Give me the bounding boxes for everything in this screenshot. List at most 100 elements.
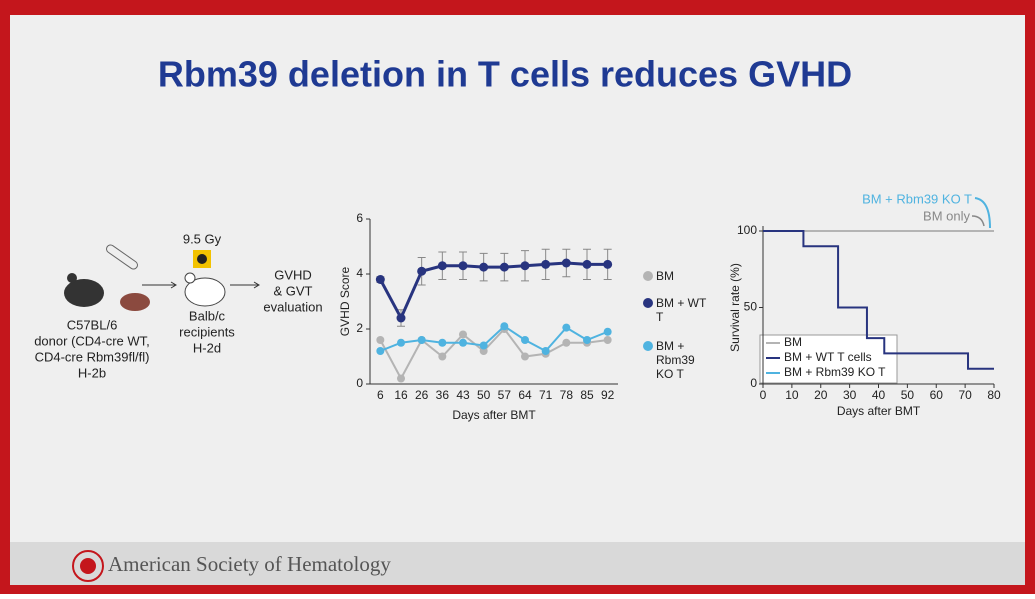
legend-label: BM + WT T cells [784,350,872,364]
outcome-label: evaluation [263,299,322,314]
recipient-label: Balb/c [189,308,226,323]
annotation: BM only [923,208,970,223]
donor-label: C57BL/6 [67,317,118,332]
donor-label: donor (CD4-cre WT, [34,333,150,348]
data-point [376,336,385,344]
radiation-icon [197,254,207,264]
data-point [397,374,405,383]
legend-marker [643,341,653,351]
data-point [459,330,467,339]
data-point [520,261,530,271]
recipient-label: H-2d [193,340,221,355]
arrow [170,281,177,289]
x-tick-label: 40 [872,388,886,402]
y-axis-label: GVHD Score [338,267,352,337]
data-point [375,275,385,284]
data-point [397,338,405,347]
data-point [582,259,592,269]
x-tick-label: 80 [987,388,1001,402]
y-tick-label: 50 [744,300,758,314]
x-tick-label: 50 [477,388,491,402]
data-point [521,336,529,344]
y-tick-label: 0 [750,376,757,390]
slide-title: Rbm39 deletion in T cells reduces GVHD [158,54,852,95]
data-point [561,258,571,268]
data-point [562,338,571,347]
data-point [417,336,426,344]
y-tick-label: 100 [737,223,757,237]
x-tick-label: 70 [958,388,972,402]
bone [106,244,138,270]
donor-mouse [67,273,77,283]
data-point [479,262,489,272]
x-tick-label: 10 [785,388,799,402]
x-axis-label: Days after BMT [837,404,921,418]
legend-label: BM + Rbm39 KO T [656,339,695,381]
x-tick-label: 64 [518,388,532,402]
legend-marker [643,271,653,281]
donor-mouse [64,279,104,307]
x-tick-label: 78 [560,388,574,402]
x-tick-label: 43 [456,388,470,402]
x-tick-label: 16 [394,388,408,402]
annotation: BM + Rbm39 KO T [862,191,972,206]
data-point [521,352,529,361]
data-point [376,347,385,355]
data-point [500,322,509,331]
data-point [459,338,467,347]
legend-label: BM + Rbm39 KO T [784,365,886,379]
annotation-bracket [974,197,991,229]
data-point [562,323,571,332]
slide-panel [10,15,1025,585]
x-axis-label: Days after BMT [452,408,536,422]
outcome-label: & GVT [273,283,312,298]
arrow [253,281,260,289]
recipient-mouse [184,277,226,307]
x-tick-label: 50 [901,388,915,402]
y-tick-label: 6 [356,211,363,225]
data-point [541,347,550,355]
x-tick-label: 30 [843,388,857,402]
x-tick-label: 57 [498,388,512,402]
data-point [583,336,591,344]
tissue [120,293,150,311]
data-point [458,261,468,271]
data-point [499,262,509,272]
donor-label: CD4-cre Rbm39fl/fl) [35,349,150,364]
x-tick-label: 60 [930,388,944,402]
legend-box [759,334,898,384]
x-tick-label: 6 [377,388,384,402]
annotation-bracket [971,215,985,227]
logo [72,550,104,582]
y-tick-label: 0 [356,376,363,390]
logo [80,558,96,574]
data-point [479,347,488,355]
x-tick-label: 71 [539,388,553,402]
recipient-mouse [184,272,196,284]
data-point [541,259,551,269]
y-tick-label: 4 [356,266,363,280]
survival-line [763,230,994,370]
x-tick-label: 0 [760,388,767,402]
dose-label: 9.5 Gy [183,231,222,246]
x-tick-label: 20 [814,388,828,402]
outcome-label: GVHD [274,267,312,282]
x-tick-label: 36 [436,388,450,402]
recipient-label: recipients [179,324,235,339]
data-point [603,336,612,344]
data-point [396,313,406,323]
legend-label: BM [784,335,802,349]
legend-marker [643,298,653,308]
donor-label: H-2b [78,365,106,380]
x-tick-label: 85 [580,388,594,402]
footer-text: American Society of Hematology [108,552,391,576]
legend-label: BM + WT T [656,296,707,324]
data-point [417,266,427,276]
x-tick-label: 26 [415,388,429,402]
data-point [438,352,447,361]
data-point [479,341,488,350]
data-point [438,338,447,347]
y-axis-label: Survival rate (%) [728,263,742,352]
